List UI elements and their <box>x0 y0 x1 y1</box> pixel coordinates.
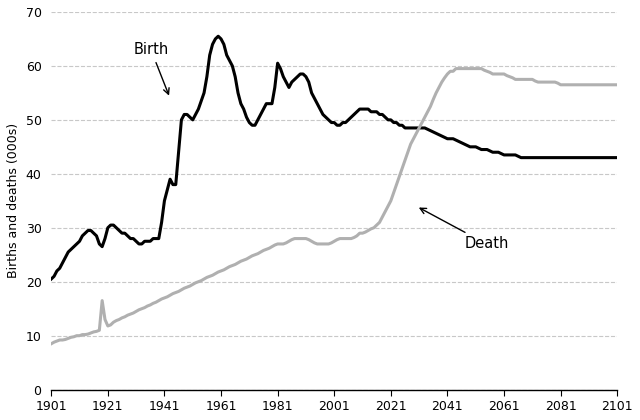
Text: Death: Death <box>420 208 509 252</box>
Y-axis label: Births and deaths (000s): Births and deaths (000s) <box>7 123 20 278</box>
Text: Birth: Birth <box>133 42 169 94</box>
